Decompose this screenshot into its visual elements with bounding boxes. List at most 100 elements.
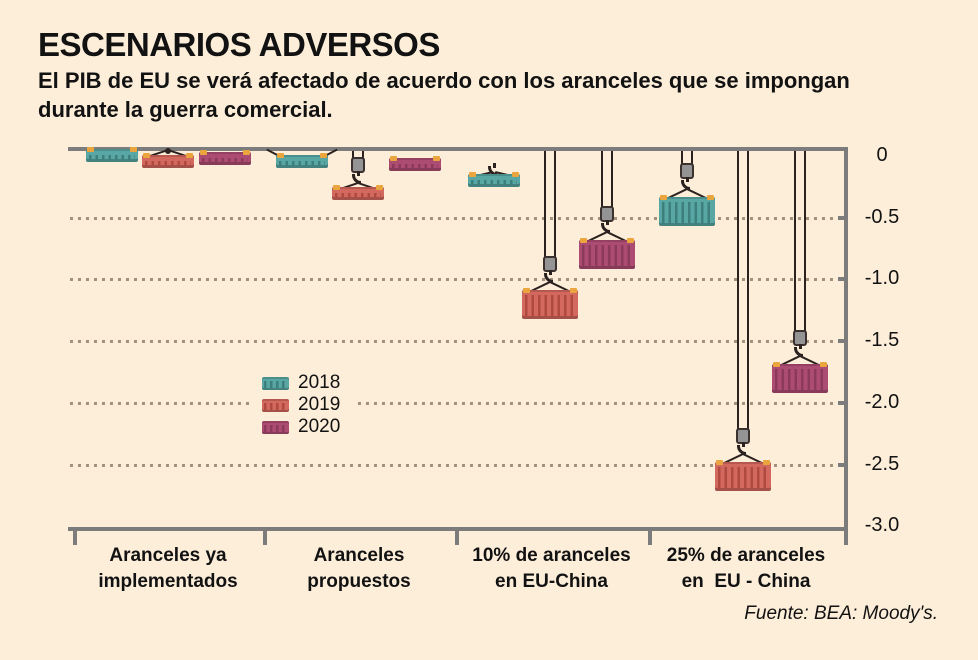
chart-subtitle: El PIB de EU se verá afectado de acuerdo…	[38, 66, 850, 124]
hook-icon	[799, 343, 802, 349]
container	[199, 149, 251, 165]
container-ribs	[145, 161, 191, 167]
gridline	[70, 463, 842, 467]
corner-fitting	[523, 287, 530, 293]
legend-swatch-ribs	[264, 402, 287, 410]
x-axis-tick	[455, 531, 459, 545]
crane-beam	[68, 147, 848, 151]
crane-cable	[554, 151, 556, 258]
x-axis-line	[68, 527, 848, 531]
x-axis-tick	[263, 531, 267, 545]
crane-cable	[691, 151, 693, 166]
corner-fitting	[773, 361, 780, 367]
y-axis-tick	[838, 215, 844, 220]
corner-fitting	[320, 153, 327, 159]
corner-fitting	[469, 171, 476, 177]
hook-icon	[606, 220, 609, 226]
category-label-line: propuestos	[307, 571, 411, 592]
container	[579, 238, 635, 270]
hook-icon	[742, 442, 745, 448]
y-tick-label: -0.5	[864, 205, 900, 228]
container	[86, 147, 138, 163]
y-tick-label: -1.5	[864, 329, 900, 352]
corner-fitting	[820, 361, 827, 367]
y-tick-label: -2.0	[864, 390, 900, 413]
container	[715, 460, 771, 492]
crane-cable	[737, 151, 739, 431]
corner-fitting	[390, 155, 397, 161]
corner-fitting	[200, 149, 207, 155]
container-ribs	[775, 368, 825, 391]
corner-fitting	[580, 238, 587, 244]
category-label-line: 25% de aranceles	[666, 545, 826, 566]
container-ribs	[392, 163, 438, 169]
corner-fitting	[376, 184, 383, 190]
y-axis-tick	[838, 462, 844, 467]
legend-item: 2020	[262, 416, 340, 438]
container-ribs	[335, 192, 381, 198]
legend-label: 2020	[298, 416, 341, 437]
corner-fitting	[660, 195, 667, 201]
y-axis-tick	[838, 277, 844, 282]
container	[522, 287, 578, 319]
container-ribs	[471, 179, 517, 185]
chart-legend: 2018 2019 2020	[254, 366, 355, 446]
x-axis-tick	[844, 531, 848, 545]
container-ribs	[582, 245, 632, 268]
category-label-line: Aranceles ya	[109, 545, 227, 566]
legend-swatch	[262, 398, 289, 412]
container	[142, 153, 194, 169]
legend-item: 2018	[262, 372, 340, 394]
container-ribs	[525, 294, 575, 317]
y-axis-line	[844, 147, 848, 531]
hook-icon	[549, 269, 552, 275]
gridline	[70, 401, 842, 405]
legend-label: 2019	[298, 394, 341, 415]
corner-fitting	[186, 153, 193, 159]
crane-cable	[544, 151, 546, 258]
source-note: Fuente: BEA: Moody's.	[744, 603, 938, 624]
y-axis-tick	[838, 400, 844, 405]
y-axis-tick	[838, 339, 844, 344]
category-label: Aranceles ya implementados	[73, 543, 263, 595]
container-ribs	[89, 155, 135, 161]
legend-label: 2018	[298, 372, 341, 393]
y-tick-label: 0	[876, 144, 888, 166]
corner-fitting	[570, 287, 577, 293]
crane-cable	[601, 151, 603, 209]
page-title: ESCENARIOS ADVERSOS	[38, 26, 440, 63]
gridline	[70, 278, 842, 282]
subtitle-line-2: durante la guerra comercial.	[38, 97, 333, 122]
legend-swatch	[262, 420, 289, 434]
corner-fitting	[512, 171, 519, 177]
category-label-line: Aranceles	[313, 545, 405, 566]
corner-fitting	[433, 155, 440, 161]
container	[772, 361, 828, 393]
container-ribs	[202, 157, 248, 163]
corner-fitting	[627, 238, 634, 244]
legend-item: 2019	[262, 394, 340, 416]
container	[332, 184, 384, 200]
subtitle-line-1: El PIB de EU se verá afectado de acuerdo…	[38, 68, 850, 93]
corner-fitting	[143, 153, 150, 159]
corner-fitting	[130, 147, 137, 153]
crane-cable	[611, 151, 613, 209]
category-label-line: implementados	[98, 571, 238, 592]
legend-swatch-ribs	[264, 424, 287, 432]
hook-icon	[686, 177, 689, 183]
y-tick-label: -3.0	[864, 514, 900, 537]
crane-cable	[681, 151, 683, 166]
crane-cable	[352, 151, 354, 159]
hook-icon	[357, 170, 360, 176]
crane-cable	[794, 151, 796, 332]
category-label-line: en EU - China	[681, 571, 811, 592]
corner-fitting	[277, 153, 284, 159]
corner-fitting	[763, 460, 770, 466]
corner-fitting	[333, 184, 340, 190]
container	[659, 195, 715, 227]
container-ribs	[662, 202, 712, 225]
container-ribs	[718, 467, 768, 490]
container	[276, 153, 328, 169]
